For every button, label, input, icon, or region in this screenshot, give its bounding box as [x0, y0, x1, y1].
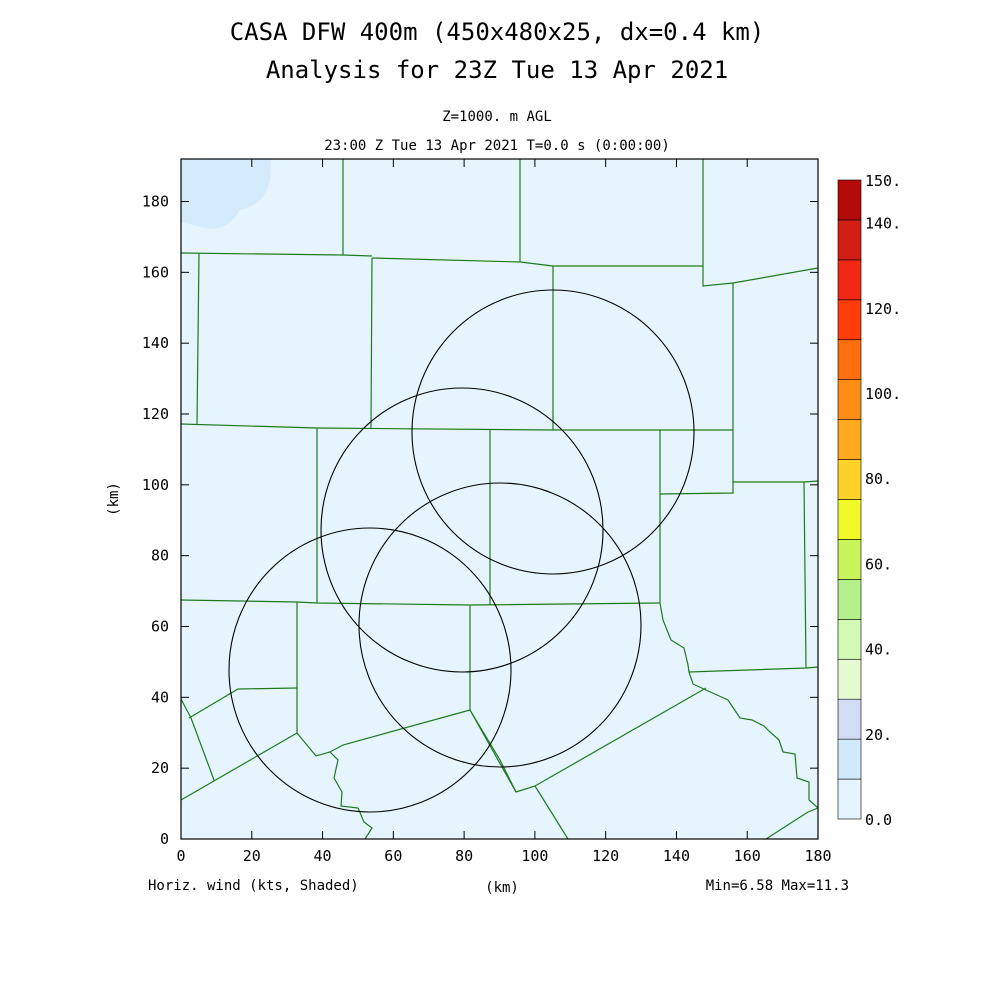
- y-tick-label: 20: [151, 759, 169, 777]
- colorbar-swatch: [837, 738, 862, 780]
- x-tick-label: 40: [314, 847, 332, 865]
- wind-shading-patch: [181, 159, 271, 229]
- colorbar-swatch: [837, 419, 862, 460]
- range-ring-north: [411, 289, 695, 575]
- field-label: Horiz. wind (kts, Shaded): [148, 878, 359, 894]
- x-tick-label: 120: [592, 847, 619, 865]
- colorbar-swatch: [837, 259, 862, 301]
- colorbar-label: 40.: [865, 641, 892, 659]
- x-tick-label: 160: [734, 847, 761, 865]
- colorbar-swatch: [837, 499, 862, 540]
- y-tick-label: 120: [142, 405, 169, 423]
- y-tick-label: 80: [151, 547, 169, 565]
- min-max-stats: Min=6.58 Max=11.3: [706, 878, 849, 894]
- x-axis: 0 20 40 60 80 100 120 140 160 180: [176, 159, 832, 865]
- plot-subtitle: Analysis for 23Z Tue 13 Apr 2021: [266, 56, 728, 84]
- colorbar-swatch: [837, 299, 862, 341]
- x-tick-label: 60: [384, 847, 402, 865]
- colorbar-swatch: [837, 219, 862, 261]
- colorbar-swatch: [837, 539, 862, 580]
- colorbar-label: 120.: [865, 300, 901, 318]
- colorbar-swatch: [837, 579, 862, 620]
- x-axis-label: (km): [485, 880, 519, 896]
- county-boundaries: [180, 159, 819, 840]
- time-label: 23:00 Z Tue 13 Apr 2021 T=0.0 s (0:00:00…: [324, 138, 670, 154]
- colorbar-label: 60.: [865, 555, 892, 573]
- range-ring-east: [358, 482, 642, 768]
- y-axis: 0 20 40 60 80 100 120 140 160 180: [142, 193, 818, 848]
- colorbar-label: 100.: [865, 385, 901, 403]
- colorbar-swatch: [837, 658, 862, 700]
- y-tick-label: 160: [142, 263, 169, 281]
- colorbar-label: 140.: [865, 215, 901, 233]
- x-tick-label: 20: [243, 847, 261, 865]
- colorbar-swatch: [837, 778, 862, 820]
- x-tick-label: 100: [521, 847, 548, 865]
- y-tick-label: 100: [142, 476, 169, 494]
- colorbar-swatch: [837, 619, 862, 660]
- colorbar-swatch: [837, 179, 862, 221]
- colorbar-swatch: [837, 339, 862, 380]
- colorbar-swatch: [837, 459, 862, 500]
- x-tick-label: 0: [176, 847, 185, 865]
- range-ring-center: [320, 387, 604, 673]
- y-tick-label: 40: [151, 688, 169, 706]
- colorbar-label: 150.: [865, 172, 901, 190]
- y-tick-label: 60: [151, 618, 169, 636]
- map-frame: [180, 158, 819, 840]
- colorbar-label: 80.: [865, 470, 892, 488]
- map-area: [180, 158, 819, 840]
- x-tick-label: 80: [455, 847, 473, 865]
- radar-range-rings: [228, 289, 695, 813]
- colorbar-swatch: [837, 379, 862, 420]
- x-tick-label: 140: [663, 847, 690, 865]
- colorbar: 0.0 20. 40. 60. 80. 100. 120. 140. 150.: [837, 172, 901, 829]
- y-axis-label: (km): [106, 482, 122, 516]
- y-tick-label: 0: [160, 830, 169, 848]
- range-ring-southwest: [228, 527, 512, 813]
- colorbar-label: 0.0: [865, 811, 892, 829]
- y-tick-label: 140: [142, 334, 169, 352]
- level-label: Z=1000. m AGL: [442, 109, 552, 125]
- colorbar-swatch: [837, 698, 862, 740]
- y-tick-label: 180: [142, 193, 169, 211]
- x-tick-label: 180: [804, 847, 831, 865]
- colorbar-label: 20.: [865, 726, 892, 744]
- plot-title: CASA DFW 400m (450x480x25, dx=0.4 km): [230, 18, 765, 46]
